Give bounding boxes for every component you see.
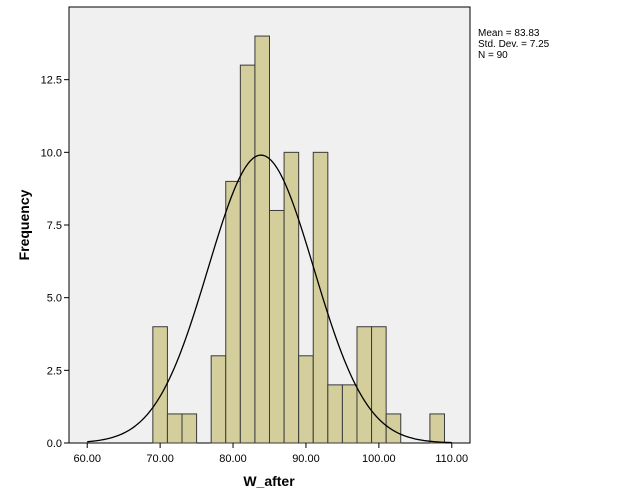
- y-axis: 0.0 2.5 5.0 7.5 10.0 12.5: [41, 75, 69, 450]
- histogram-bar-8: [269, 209, 285, 444]
- stat-mean: Mean = 83.83: [478, 28, 540, 39]
- x-tick-label-3: 90.00: [292, 453, 320, 465]
- stat-n: N = 90: [478, 50, 508, 61]
- histogram-bar-11: [312, 151, 329, 444]
- histogram-bar-12: [327, 384, 343, 444]
- x-axis: 60.00 70.00 80.00 90.00 100.00 110.00: [73, 443, 468, 465]
- histogram-bar-7: [254, 35, 270, 444]
- x-tick-label-1: 70.00: [146, 453, 174, 465]
- histogram-bar-10: [298, 355, 314, 444]
- y-tick-label-1: 2.5: [47, 365, 62, 377]
- x-tick-label-0: 60.00: [73, 453, 101, 465]
- histogram-bars: [152, 35, 445, 444]
- x-tick-label-4: 100.00: [362, 453, 396, 465]
- y-tick-label-3: 7.5: [47, 220, 62, 232]
- x-axis-title: W_after: [243, 473, 295, 489]
- histogram-bar-0: [152, 326, 168, 444]
- statistics-box: Mean = 83.83 Std. Dev. = 7.25 N = 90: [478, 28, 549, 61]
- histogram-bar-16: [385, 413, 402, 444]
- histogram-bar-4: [210, 355, 227, 444]
- histogram-bar-1: [166, 413, 183, 444]
- histogram-bar-5: [225, 180, 241, 444]
- y-tick-label-2: 5.0: [47, 293, 62, 305]
- x-tick-label-2: 80.00: [219, 453, 247, 465]
- y-tick-label-4: 10.0: [41, 147, 62, 159]
- y-axis-title: Frequency: [16, 189, 32, 260]
- histogram-bar-14: [356, 326, 373, 444]
- histogram-bar-13: [341, 384, 358, 444]
- x-tick-label-5: 110.00: [435, 453, 468, 465]
- histogram-bar-9: [283, 151, 300, 444]
- histogram-bar-19: [429, 413, 445, 444]
- histogram-bar-15: [371, 326, 387, 444]
- y-tick-label-5: 12.5: [41, 75, 62, 87]
- histogram-bar-6: [239, 64, 256, 444]
- normal-curve: [87, 154, 452, 444]
- y-tick-label-0: 0.0: [47, 438, 62, 450]
- stat-std-dev: Std. Dev. = 7.25: [478, 39, 550, 50]
- histogram-bar-2: [181, 413, 198, 444]
